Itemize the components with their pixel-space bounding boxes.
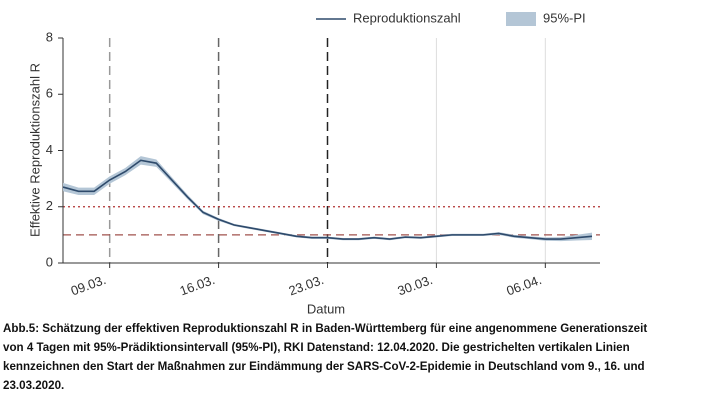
y-tick-label: 0 <box>46 254 53 269</box>
x-tick-label: 06.04. <box>504 272 543 298</box>
caption-line: Abb.5: Schätzung der effektiven Reproduk… <box>3 322 648 335</box>
x-tick-label: 23.03. <box>287 272 326 298</box>
y-axis-label: Effektive Reproduktionszahl R <box>27 63 42 237</box>
line <box>62 159 593 240</box>
caption-line: 23.03.2020. <box>3 379 65 392</box>
x-axis-label: Datum <box>307 301 345 315</box>
caption-line: von 4 Tagen mit 95%-Prädiktionsintervall… <box>3 341 630 354</box>
legend-label: Reproduktionszahl <box>353 10 461 25</box>
legend-label: 95%-PI <box>543 10 586 25</box>
legend-swatch <box>506 12 536 26</box>
x-tick-label: 16.03. <box>178 272 217 298</box>
chart: Datum Effektive Reproduktionszahl R 0 2 4 6… <box>27 10 600 315</box>
y-tick-label: 4 <box>46 142 53 157</box>
caption: Abb.5: Schätzung der effektiven Reproduk… <box>3 319 711 395</box>
y-tick-label: 6 <box>46 86 53 101</box>
y-tick-label: 2 <box>46 198 53 213</box>
x-tick-label: 30.03. <box>396 272 435 298</box>
x-tick-label: 09.03. <box>69 272 108 298</box>
y-tick-label: 8 <box>46 29 53 44</box>
caption-line: kennzeichnen den Start der Maßnahmen zur… <box>3 360 645 373</box>
